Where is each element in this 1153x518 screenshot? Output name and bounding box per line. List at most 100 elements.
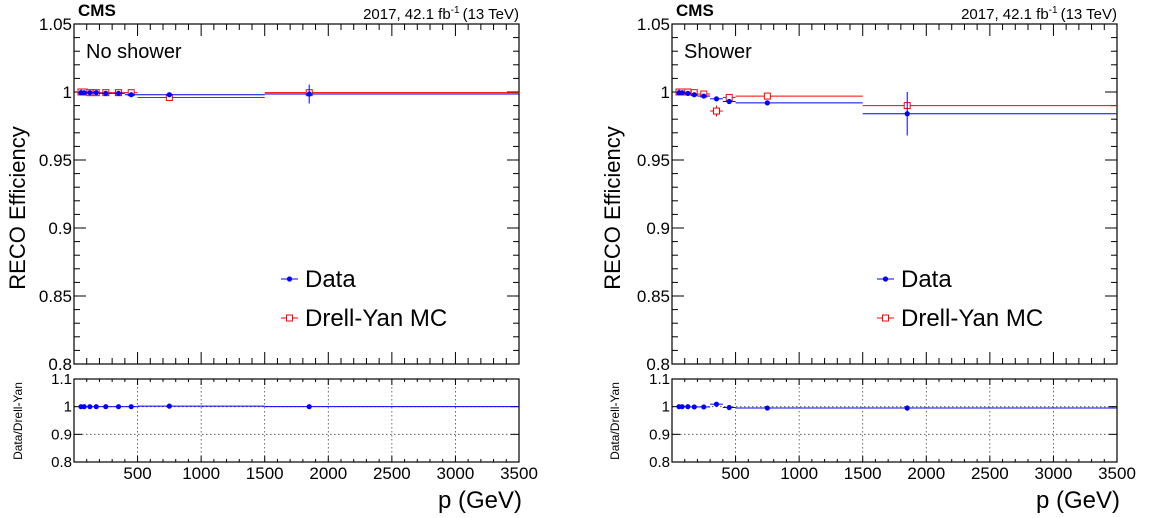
legend-mc-marker bbox=[286, 314, 293, 322]
data-point bbox=[166, 92, 172, 98]
data-point bbox=[713, 96, 720, 102]
y-tick-label: 0.8 bbox=[48, 355, 72, 374]
ratio-point bbox=[679, 404, 685, 410]
ratio-grid bbox=[74, 379, 519, 462]
ratio-point bbox=[115, 404, 122, 410]
experiment-label: CMS bbox=[676, 1, 714, 20]
x-tick-label: 3000 bbox=[1035, 464, 1073, 483]
ratio-point bbox=[764, 405, 770, 411]
x-tick-label: 2000 bbox=[907, 464, 945, 483]
data-point bbox=[81, 90, 87, 96]
ratio-point bbox=[691, 404, 697, 410]
y-tick-label: 0.9 bbox=[646, 219, 670, 238]
y-tick-label: 0.95 bbox=[39, 151, 72, 170]
data-point bbox=[701, 93, 707, 99]
x-axis-label: p (GeV) bbox=[438, 487, 522, 514]
data-point bbox=[691, 92, 697, 98]
y-tick-label: 0.9 bbox=[48, 219, 72, 238]
data-marks bbox=[675, 88, 1117, 411]
ratio-point bbox=[166, 403, 172, 409]
ratio-point bbox=[128, 404, 134, 410]
x-tick-label: 1500 bbox=[844, 464, 882, 483]
legend-data-label: Data bbox=[305, 266, 356, 293]
category-annotation: No shower bbox=[86, 41, 182, 63]
x-tick-label: 2500 bbox=[373, 464, 411, 483]
ratio-y-tick-label: 1.1 bbox=[51, 371, 72, 388]
x-tick-label: 3500 bbox=[1098, 464, 1136, 483]
ratio-point bbox=[103, 404, 109, 410]
data-point bbox=[764, 100, 770, 106]
luminosity-superscript: -1 bbox=[1049, 5, 1058, 16]
category-annotation: Shower bbox=[684, 41, 752, 63]
x-tick-label: 2000 bbox=[309, 464, 347, 483]
main-plot-frame bbox=[73, 23, 520, 365]
ratio-y-tick-label: 1 bbox=[662, 399, 670, 416]
main-plot-frame bbox=[671, 23, 1118, 365]
ratio-point bbox=[701, 404, 707, 410]
axes: 0.8 0.85 0.9 0.95 1 1.05 500 1000 1500 2000 2500 30… bbox=[39, 15, 538, 483]
x-tick-label: 3500 bbox=[500, 464, 538, 483]
data-point bbox=[103, 90, 109, 96]
legend-mc-label: Drell-Yan MC bbox=[901, 305, 1043, 332]
x-tick-label: 500 bbox=[721, 464, 749, 483]
legend-data-label: Data bbox=[901, 266, 952, 293]
y-tick-label: 0.95 bbox=[637, 151, 670, 170]
luminosity-label: 2017, 42.1 fb-1 (13 TeV) bbox=[961, 5, 1117, 23]
ratio-point bbox=[81, 404, 87, 410]
ratio-point bbox=[713, 401, 720, 407]
ratio-grid bbox=[672, 379, 1117, 462]
ratio-y-tick-label: 1.1 bbox=[649, 371, 670, 388]
luminosity-value: 2017, 42.1 fb bbox=[961, 6, 1049, 23]
ratio-y-tick-label: 1 bbox=[64, 399, 72, 416]
legend-mc-marker bbox=[882, 314, 889, 322]
ratio-point bbox=[685, 404, 691, 410]
y-tick-label: 1 bbox=[661, 83, 670, 102]
ratio-y-tick-label: 0.9 bbox=[649, 426, 670, 443]
data-point bbox=[726, 98, 732, 105]
energy-label: (13 TeV) bbox=[463, 6, 519, 23]
ratio-point bbox=[87, 404, 93, 410]
legend: Data Drell-Yan MC bbox=[877, 266, 1043, 332]
ratio-point bbox=[904, 405, 910, 411]
luminosity-superscript: -1 bbox=[451, 5, 460, 16]
ratio-plot-frame bbox=[671, 378, 1118, 463]
y-axis-label: RECO Efficiency bbox=[600, 126, 625, 289]
energy-label: (13 TeV) bbox=[1061, 6, 1117, 23]
ratio-point bbox=[93, 404, 99, 410]
x-tick-label: 1000 bbox=[780, 464, 818, 483]
legend: Data Drell-Yan MC bbox=[281, 266, 447, 332]
data-point bbox=[679, 90, 685, 96]
ratio-point bbox=[306, 404, 312, 410]
data-point bbox=[904, 111, 910, 117]
legend-mc-label: Drell-Yan MC bbox=[305, 305, 447, 332]
left-panel: 0.8 0.85 0.9 0.95 1 1.05 500 1000 1500 2000 2500 30… bbox=[5, 1, 538, 514]
ratio-y-tick-label: 0.8 bbox=[649, 454, 670, 471]
y-tick-label: 1.05 bbox=[39, 15, 72, 34]
luminosity-label: 2017, 42.1 fb-1 (13 TeV) bbox=[363, 5, 519, 23]
experiment-label: CMS bbox=[78, 1, 116, 20]
data-marks bbox=[77, 84, 519, 410]
y-tick-label: 1.05 bbox=[637, 15, 670, 34]
ratio-y-tick-label: 0.8 bbox=[51, 454, 72, 471]
x-tick-label: 3000 bbox=[437, 464, 475, 483]
legend-data-marker bbox=[286, 276, 293, 282]
ratio-point bbox=[726, 404, 732, 411]
right-panel: 0.8 0.85 0.9 0.95 1 1.05 500 1000 1500 2000 2500 30… bbox=[600, 1, 1136, 514]
x-tick-label: 1000 bbox=[182, 464, 220, 483]
ratio-y-axis-label: Data/Drell-Yan bbox=[11, 382, 25, 460]
mc-point bbox=[713, 107, 720, 115]
mc-point bbox=[763, 92, 771, 100]
y-axis-label: RECO Efficiency bbox=[5, 126, 30, 289]
x-axis-label: p (GeV) bbox=[1036, 487, 1120, 514]
data-point bbox=[93, 90, 99, 96]
y-tick-label: 0.85 bbox=[637, 287, 670, 306]
axes: 0.8 0.85 0.9 0.95 1 1.05 500 1000 1500 2000 2500 30… bbox=[637, 15, 1136, 483]
data-point bbox=[306, 91, 312, 97]
ratio-y-axis-label: Data/Drell-Yan bbox=[608, 382, 622, 460]
y-tick-label: 1 bbox=[63, 83, 72, 102]
ratio-y-tick-label: 0.9 bbox=[51, 426, 72, 443]
data-point bbox=[685, 90, 691, 96]
data-point bbox=[115, 90, 122, 96]
x-tick-label: 500 bbox=[123, 464, 151, 483]
